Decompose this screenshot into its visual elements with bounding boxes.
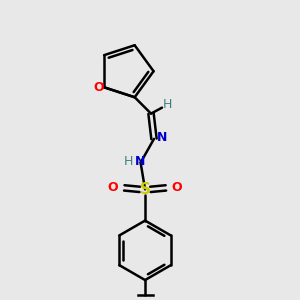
Text: S: S xyxy=(140,182,151,197)
Text: O: O xyxy=(172,182,182,194)
Text: N: N xyxy=(135,154,145,168)
Text: H: H xyxy=(123,154,133,168)
Text: N: N xyxy=(157,131,167,144)
Text: O: O xyxy=(108,182,118,194)
Text: H: H xyxy=(163,98,172,111)
Text: O: O xyxy=(93,81,104,94)
